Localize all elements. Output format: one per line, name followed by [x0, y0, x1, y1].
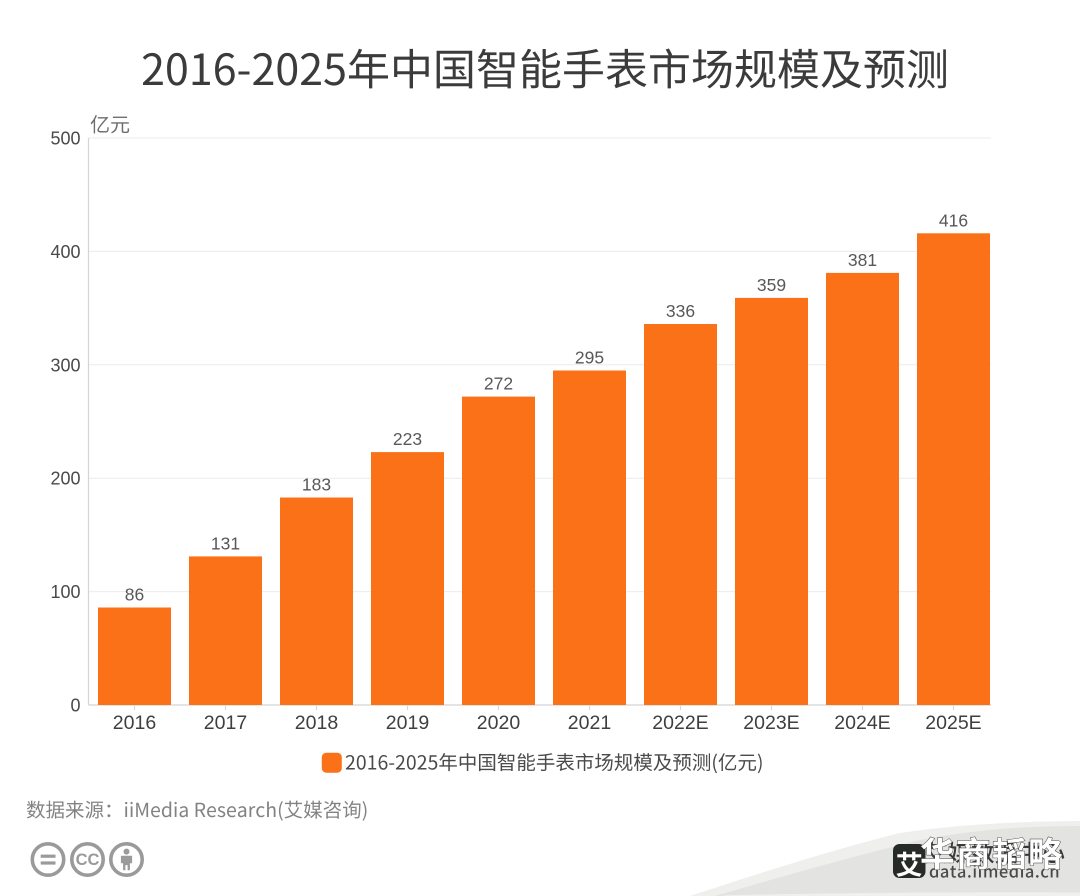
svg-text:86: 86	[125, 585, 144, 605]
svg-text:2018: 2018	[295, 712, 338, 734]
svg-text:200: 200	[50, 469, 80, 489]
svg-text:CC: CC	[76, 851, 100, 869]
svg-text:0: 0	[70, 696, 80, 716]
svg-text:2021: 2021	[568, 712, 611, 734]
svg-text:223: 223	[393, 429, 422, 449]
svg-text:2017: 2017	[204, 712, 247, 734]
svg-text:131: 131	[211, 533, 240, 553]
svg-text:183: 183	[302, 475, 331, 495]
svg-text:500: 500	[50, 129, 80, 149]
svg-text:100: 100	[50, 582, 80, 602]
svg-text:2024E: 2024E	[834, 712, 890, 734]
svg-text:272: 272	[484, 374, 513, 394]
svg-text:295: 295	[575, 348, 604, 368]
svg-text:2016: 2016	[113, 712, 156, 734]
svg-text:336: 336	[666, 301, 695, 321]
svg-text:2020: 2020	[477, 712, 521, 734]
svg-text:2023E: 2023E	[743, 712, 799, 734]
svg-text:381: 381	[848, 250, 877, 270]
svg-text:2019: 2019	[386, 712, 429, 734]
svg-text:416: 416	[939, 210, 968, 230]
svg-text:359: 359	[757, 275, 786, 295]
svg-text:2025E: 2025E	[925, 712, 981, 734]
svg-text:2022E: 2022E	[652, 712, 708, 734]
svg-text:400: 400	[50, 242, 80, 262]
svg-text:300: 300	[50, 355, 80, 375]
